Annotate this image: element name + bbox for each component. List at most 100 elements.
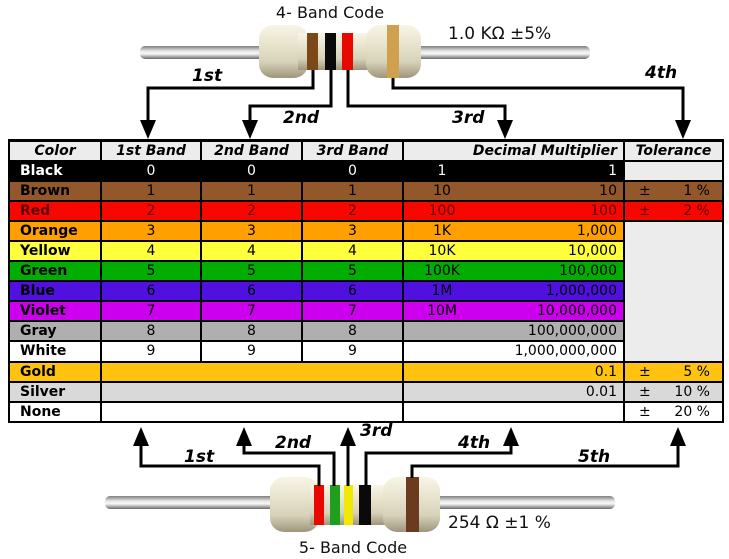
multiplier-long: 1,000,000 — [545, 283, 617, 300]
color-name-cell: Brown — [8, 179, 102, 202]
header-color: Color — [8, 139, 102, 162]
color-name-cell: Violet — [8, 300, 102, 323]
multiplier-short: 10K — [428, 243, 456, 260]
top-title: 4- Band Code — [275, 3, 385, 22]
multiplier-long: 0.1 — [594, 363, 617, 380]
bands-merged-cell — [100, 380, 404, 403]
tolerance-cell: ± 20 % — [623, 400, 724, 424]
arrowhead-up-icon — [503, 427, 519, 446]
multiplier-cell: 0.1 — [402, 360, 625, 383]
arrowhead-up-icon — [670, 427, 686, 446]
bottom-title: 5- Band Code — [298, 538, 408, 557]
band-black — [325, 33, 336, 70]
bottom-resistor-value: 254 Ω ±1 % — [448, 513, 551, 533]
tolerance-value: 20 % — [674, 403, 710, 420]
tolerance-cell: ± 1 % — [623, 179, 724, 202]
table-row-red: Red 2 2 2 100 100 ± 2 % — [8, 199, 724, 222]
multiplier-long: 1 — [608, 162, 617, 179]
plus-minus-sign: ± — [639, 202, 651, 219]
band3-cell: 4 — [301, 239, 404, 263]
resistor-body-left-cap — [259, 25, 308, 78]
color-name-cell: None — [8, 400, 102, 424]
tolerance-cell: ± 2 % — [623, 199, 724, 222]
multiplier-short: 10M — [427, 303, 457, 320]
band3-cell: 7 — [301, 300, 404, 323]
band2-cell: 6 — [200, 280, 303, 303]
band2-cell: 2 — [200, 199, 303, 222]
band2-cell: 5 — [200, 260, 303, 283]
header-tolerance: Tolerance — [623, 139, 724, 162]
table-row-gold: Gold 0.1 ± 5 % — [8, 360, 724, 383]
color-name-cell: Orange — [8, 219, 102, 242]
band1-cell: 4 — [100, 239, 202, 263]
band3-cell: 9 — [301, 340, 404, 363]
band2-cell: 8 — [200, 320, 303, 343]
band2-cell: 4 — [200, 239, 303, 263]
color-name-cell: Green — [8, 260, 102, 283]
table-row-blue: Blue 6 6 6 1M 1,000,000 — [8, 280, 723, 303]
color-name-cell: Gold — [8, 360, 102, 383]
top-resistor-value: 1.0 KΩ ±5% — [448, 24, 552, 44]
band1-cell: 3 — [100, 219, 202, 242]
table-row-none: None ± 20 % — [8, 400, 724, 424]
table-row-black: Black 0 0 0 1 1 — [8, 159, 724, 182]
multiplier-cell: 1,000,000,000 — [402, 340, 625, 363]
multiplier-cell: 1M 1,000,000 — [402, 280, 625, 303]
arrowhead-up-icon — [236, 427, 252, 446]
top-arrowheads — [140, 120, 691, 139]
band1-cell: 5 — [100, 260, 202, 283]
arrow-label-bottom-2nd: 2nd — [275, 433, 312, 453]
tolerance-value: 1 % — [683, 182, 710, 199]
multiplier-short: 1M — [431, 283, 453, 300]
band-red — [342, 33, 353, 70]
band3-cell: 0 — [301, 159, 404, 182]
band3-cell: 2 — [301, 199, 404, 222]
band-green — [330, 485, 340, 525]
band-red — [314, 485, 324, 525]
arrow-label-top-3rd: 3rd — [452, 108, 485, 128]
band2-cell: 3 — [200, 219, 303, 242]
tolerance-value: 5 % — [683, 363, 710, 380]
tolerance-cell-empty — [623, 159, 724, 182]
multiplier-cell: 0.01 — [402, 380, 625, 403]
band1-cell: 7 — [100, 300, 202, 323]
band1-cell: 1 — [100, 179, 202, 202]
multiplier-cell: 100K 100,000 — [402, 260, 625, 283]
multiplier-cell: 100 100 — [402, 199, 625, 222]
multiplier-short: 100 — [428, 202, 456, 219]
multiplier-long: 1,000 — [576, 222, 617, 239]
band-yellow — [344, 485, 353, 525]
multiplier-long: 1,000,000,000 — [514, 343, 617, 360]
bottom-arrowheads — [133, 427, 686, 446]
multiplier-cell: 1K 1,000 — [402, 219, 625, 242]
band2-cell: 7 — [200, 300, 303, 323]
resistor-body-left-cap — [270, 477, 319, 532]
multiplier-short: 1K — [432, 222, 452, 239]
arrow-line-bottom-4th — [364, 444, 513, 486]
band2-cell: 1 — [200, 179, 303, 202]
band2-cell: 9 — [200, 340, 303, 363]
multiplier-cell: 10M 10,000,000 — [402, 300, 625, 323]
band-brown — [406, 477, 419, 532]
multiplier-long: 0.01 — [585, 383, 617, 400]
plus-minus-sign: ± — [639, 403, 651, 420]
arrowhead-down-icon — [675, 120, 691, 139]
header-decimal-multiplier: Decimal Multiplier — [402, 139, 625, 162]
table-row-silver: Silver 0.01 ± 10 % — [8, 380, 724, 403]
multiplier-long: 100,000 — [559, 263, 617, 280]
bands-merged-cell — [100, 360, 404, 383]
arrowhead-up-icon — [340, 427, 356, 446]
arrowhead-down-icon — [242, 120, 258, 139]
arrow-label-bottom-4th: 4th — [458, 433, 491, 453]
arrow-line-top-3rd — [346, 70, 507, 122]
multiplier-short: 1 — [437, 162, 447, 179]
multiplier-short: 100K — [424, 263, 460, 280]
multiplier-cell: 100,000,000 — [402, 320, 625, 343]
table-row-orange: Orange 3 3 3 1K 1,000 — [8, 219, 724, 363]
tolerance-cell: ± 5 % — [623, 360, 724, 383]
band1-cell: 0 — [100, 159, 202, 182]
arrow-line-top-1st — [146, 70, 315, 122]
band1-cell: 2 — [100, 199, 202, 222]
band-black — [359, 485, 371, 525]
arrow-label-top-2nd: 2nd — [283, 108, 320, 128]
